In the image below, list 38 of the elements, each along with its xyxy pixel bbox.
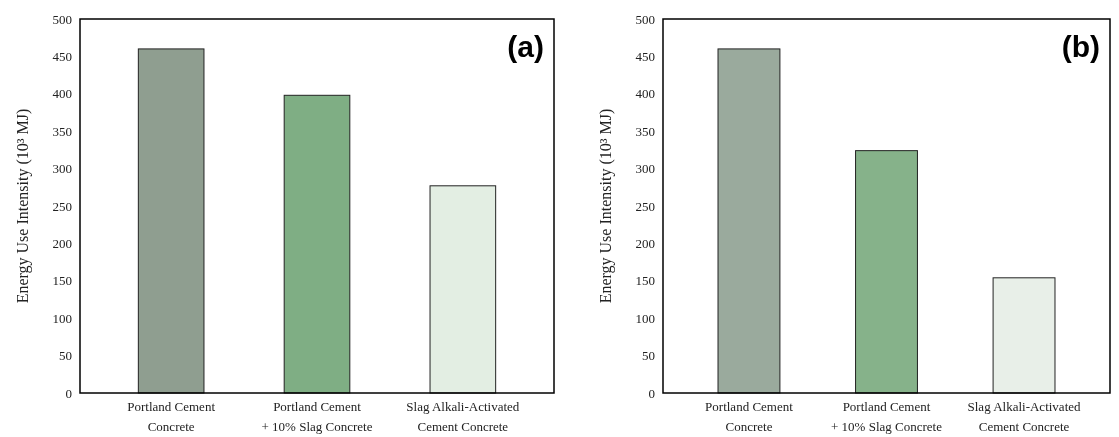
y-tick-label: 400 [635,86,655,102]
x-tick-label: Portland Cement + 10% Slag Concrete [831,399,943,434]
x-tick-label: Slag Alkali-Activated Cement Concrete [406,399,520,434]
y-tick-label: 50 [59,348,72,364]
bar [137,48,205,394]
x-tick-label: Slag Alkali-Activated Cement Concrete [967,399,1082,434]
y-tick-label: 500 [52,11,72,27]
y-tick-label: 300 [635,161,655,177]
y-tick-label: 500 [635,11,655,27]
y-tick-label: 0 [648,385,655,401]
y-tick-label: 0 [65,385,72,401]
y-tick-label: 450 [635,48,655,64]
y-tick-label: 200 [52,235,72,251]
y-tick-label: 350 [635,123,655,139]
y-axis-title: Energy Use Intensity (10³ MJ) [597,108,615,304]
y-tick-label: 450 [52,48,72,64]
chart-title: (a) [507,30,544,63]
bar [429,185,497,394]
y-tick-label: 350 [52,123,72,139]
bar [283,94,351,394]
y-tick-label: 200 [635,235,655,251]
y-tick-label: 100 [52,310,72,326]
bar [717,48,781,394]
x-tick-label: Portland Cement + 10% Slag Concrete [261,399,373,434]
y-axis-title: Energy Use Intensity (10³ MJ) [14,108,32,304]
y-tick-label: 300 [52,161,72,177]
y-tick-label: 250 [635,198,655,214]
y-tick-label: 100 [635,310,655,326]
y-tick-label: 400 [52,86,72,102]
y-tick-label: 50 [642,348,655,364]
bar [855,150,918,394]
y-tick-label: 150 [52,273,72,289]
chart-title: (b) [1061,30,1100,63]
x-tick-label: Portland Cement Concrete [705,399,794,434]
x-tick-label: Portland Cement Concrete [127,399,216,434]
y-tick-label: 250 [52,198,72,214]
y-tick-label: 150 [635,273,655,289]
bar [992,277,1056,394]
